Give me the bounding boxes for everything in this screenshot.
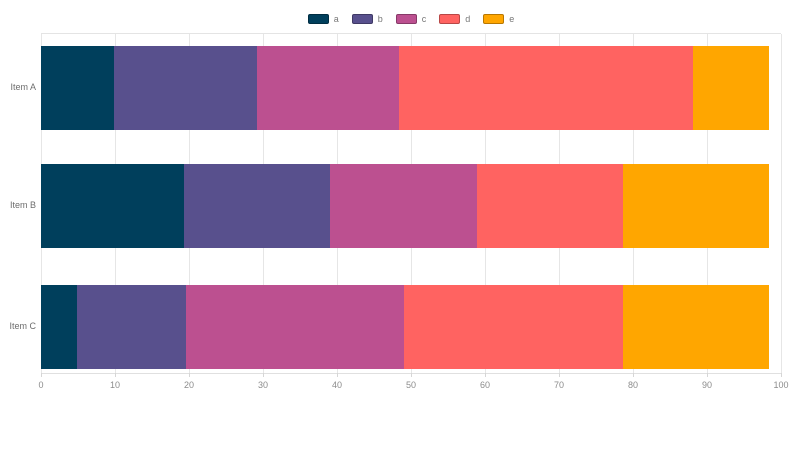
legend-item-b: b [351, 14, 383, 24]
bar-segment-c-item-c [186, 285, 404, 369]
legend-label-a: a [333, 14, 339, 24]
bar-segment-d-item-c [403, 285, 623, 369]
x-tick-0 [40, 373, 42, 377]
x-tick-label-40: 40 [331, 380, 343, 390]
x-tick-label-30: 30 [257, 380, 269, 390]
bar-segment-b-item-c [76, 285, 187, 369]
x-tick-label-20: 20 [183, 380, 195, 390]
x-tick-50 [410, 373, 412, 377]
bar-row-item-c [41, 285, 770, 369]
x-tick-80 [632, 373, 634, 377]
gridline-x-100 [780, 34, 782, 373]
bar-row-item-b [41, 164, 770, 248]
plot-area [40, 33, 782, 374]
legend-item-e: e [483, 14, 514, 24]
legend-item-c: c [395, 14, 427, 24]
bar-segment-d-item-b [476, 164, 623, 248]
bar-segment-c-item-b [330, 164, 477, 248]
legend-label-e: e [509, 14, 515, 24]
legend-swatch-a [307, 14, 329, 24]
bar-row-item-a [41, 46, 770, 130]
x-tick-60 [484, 373, 486, 377]
bar-segment-d-item-a [399, 46, 693, 130]
bar-segment-b-item-b [183, 164, 331, 248]
x-tick-label-90: 90 [701, 380, 713, 390]
legend-label-d: d [465, 14, 471, 24]
y-category-label-item-c: Item C [9, 321, 36, 331]
bar-segment-e-item-b [622, 164, 770, 248]
x-tick-30 [262, 373, 264, 377]
legend-label-b: b [377, 14, 383, 24]
x-tick-label-70: 70 [553, 380, 565, 390]
legend-item-d: d [439, 14, 470, 24]
chart-legend: a b c d e [41, 12, 781, 26]
x-tick-100 [780, 373, 782, 377]
legend-swatch-b [351, 14, 373, 24]
bar-segment-a-item-b [41, 164, 184, 248]
y-category-label-item-b: Item B [9, 200, 36, 210]
x-tick-label-10: 10 [109, 380, 121, 390]
x-tick-label-100: 100 [773, 380, 789, 390]
x-tick-label-80: 80 [627, 380, 639, 390]
bar-segment-a-item-a [41, 46, 114, 130]
legend-item-a: a [307, 14, 339, 24]
bar-segment-a-item-c [41, 285, 77, 369]
bar-segment-b-item-a [113, 46, 258, 130]
legend-swatch-e [483, 14, 505, 24]
bar-segment-e-item-a [692, 46, 770, 130]
x-tick-label-0: 0 [38, 380, 44, 390]
y-category-label-item-a: Item A [10, 82, 36, 92]
x-tick-label-60: 60 [479, 380, 491, 390]
x-tick-label-50: 50 [405, 380, 417, 390]
x-tick-10 [114, 373, 116, 377]
legend-label-c: c [421, 14, 427, 24]
legend-swatch-c [395, 14, 417, 24]
bar-segment-c-item-a [257, 46, 400, 130]
legend-swatch-d [439, 14, 461, 24]
x-tick-40 [336, 373, 338, 377]
x-tick-20 [188, 373, 190, 377]
x-tick-90 [706, 373, 708, 377]
x-tick-70 [558, 373, 560, 377]
bar-segment-e-item-c [622, 285, 770, 369]
